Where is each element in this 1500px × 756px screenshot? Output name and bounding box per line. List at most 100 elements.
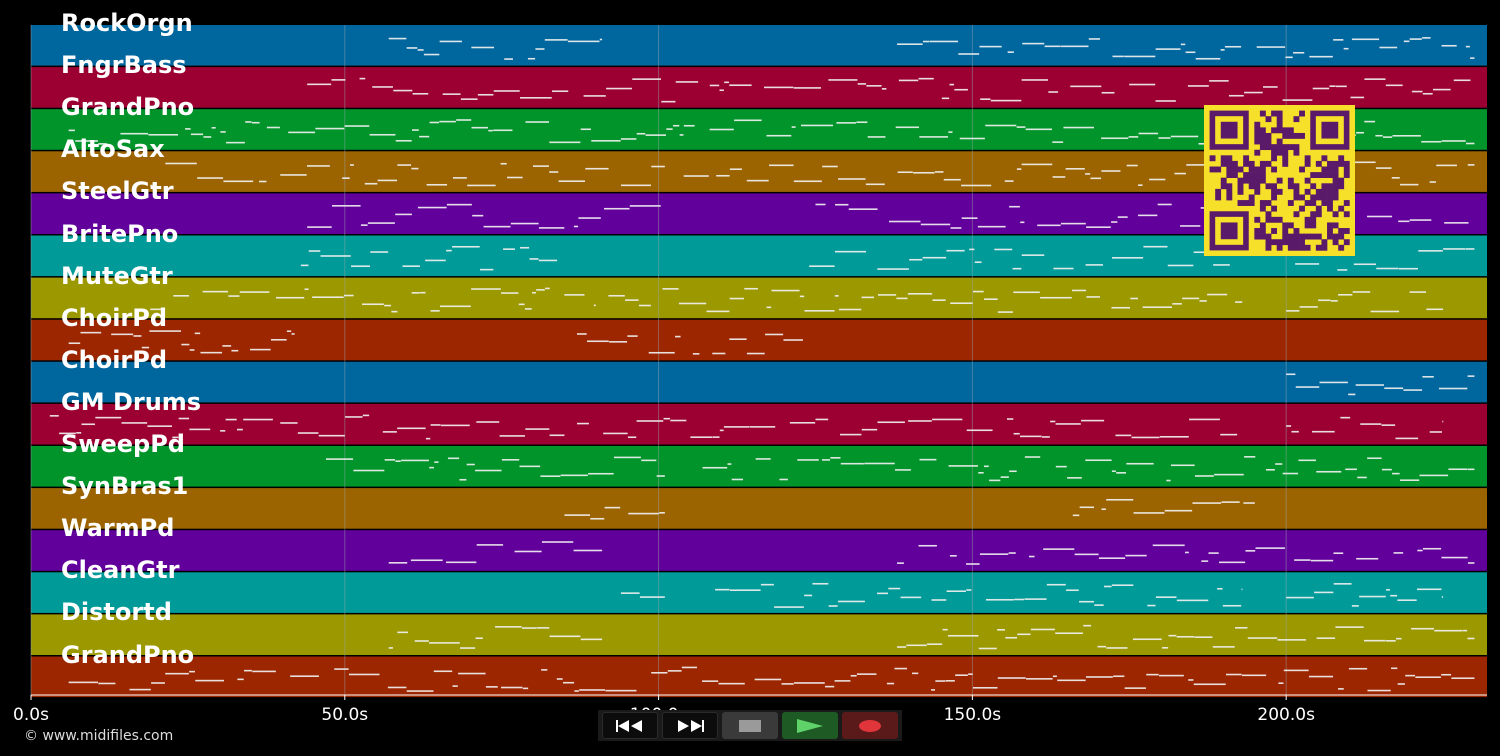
track-lane[interactable] [31, 656, 1487, 698]
note [1228, 94, 1244, 97]
track-lane[interactable] [31, 361, 1487, 403]
note [1255, 547, 1285, 549]
note [1184, 551, 1189, 554]
note [1085, 459, 1112, 462]
note [1081, 419, 1105, 422]
note [308, 250, 321, 252]
note [1244, 456, 1256, 458]
note [68, 342, 81, 345]
note [672, 124, 680, 127]
play-button[interactable] [782, 712, 838, 739]
note [1338, 293, 1353, 296]
note [1415, 676, 1441, 679]
note [1314, 591, 1334, 594]
note [1016, 126, 1026, 128]
note [821, 459, 831, 461]
track-label: SynBras1 [61, 472, 189, 501]
note [563, 681, 575, 684]
note [627, 335, 638, 337]
note [211, 127, 216, 129]
note [1451, 677, 1475, 680]
fast-forward-button[interactable] [662, 712, 718, 739]
note [1429, 181, 1436, 183]
note [369, 133, 396, 136]
note [675, 81, 699, 83]
note [922, 256, 947, 259]
note [111, 333, 134, 336]
note [1155, 596, 1177, 598]
note [1333, 583, 1352, 585]
note [440, 305, 471, 308]
rewind-button[interactable] [602, 712, 658, 739]
note [898, 79, 919, 82]
track-lane[interactable] [31, 277, 1487, 319]
track-lane[interactable] [31, 67, 1487, 108]
note [1085, 676, 1113, 678]
note [414, 640, 429, 642]
track-lane[interactable] [31, 530, 1487, 571]
track-lane[interactable] [31, 614, 1487, 655]
note [529, 258, 539, 260]
note [1006, 418, 1014, 420]
record-button[interactable] [842, 712, 898, 739]
note [1194, 475, 1214, 477]
note [932, 299, 946, 301]
note [1219, 561, 1246, 564]
note [1044, 45, 1061, 48]
note [1443, 248, 1466, 250]
note [231, 349, 239, 352]
note [712, 352, 726, 355]
note [1209, 80, 1229, 82]
note [1050, 420, 1056, 423]
track-lane[interactable] [31, 488, 1487, 529]
note [1467, 164, 1475, 166]
note [532, 291, 536, 294]
note [1467, 562, 1475, 564]
note [1111, 470, 1116, 473]
note [690, 436, 713, 438]
note [1381, 424, 1396, 426]
note [1467, 375, 1475, 377]
note [1046, 583, 1066, 586]
note [683, 124, 695, 127]
note [950, 227, 962, 229]
note [429, 642, 460, 644]
track-lane[interactable] [31, 446, 1487, 487]
note [524, 308, 532, 310]
note [1256, 46, 1286, 48]
track-label: WarmPd [61, 514, 175, 543]
note [1094, 604, 1104, 606]
note [835, 203, 849, 206]
note [290, 675, 319, 677]
note [1079, 506, 1095, 509]
note [1060, 222, 1086, 225]
note [578, 217, 601, 219]
note [781, 683, 794, 685]
transport-bar [598, 710, 902, 741]
tick-label: 0.0s [13, 705, 49, 725]
note [525, 428, 550, 430]
track-lane[interactable] [31, 572, 1487, 613]
note [1351, 605, 1359, 607]
note [825, 685, 835, 688]
note [1176, 599, 1209, 602]
track-lane[interactable] [31, 25, 1487, 66]
note [949, 83, 955, 86]
note [716, 174, 730, 177]
note [1115, 434, 1132, 437]
notes [49, 37, 1475, 692]
note [501, 292, 519, 294]
note [1106, 498, 1134, 501]
note [1180, 43, 1186, 46]
note [521, 627, 537, 629]
track-lane[interactable] [31, 403, 1487, 445]
note [1124, 55, 1156, 58]
note [228, 295, 240, 297]
note [447, 457, 460, 460]
note [395, 460, 401, 462]
note [1441, 140, 1466, 142]
note [579, 689, 606, 691]
stop-button[interactable] [722, 712, 778, 739]
note [897, 646, 907, 648]
note [663, 417, 671, 420]
